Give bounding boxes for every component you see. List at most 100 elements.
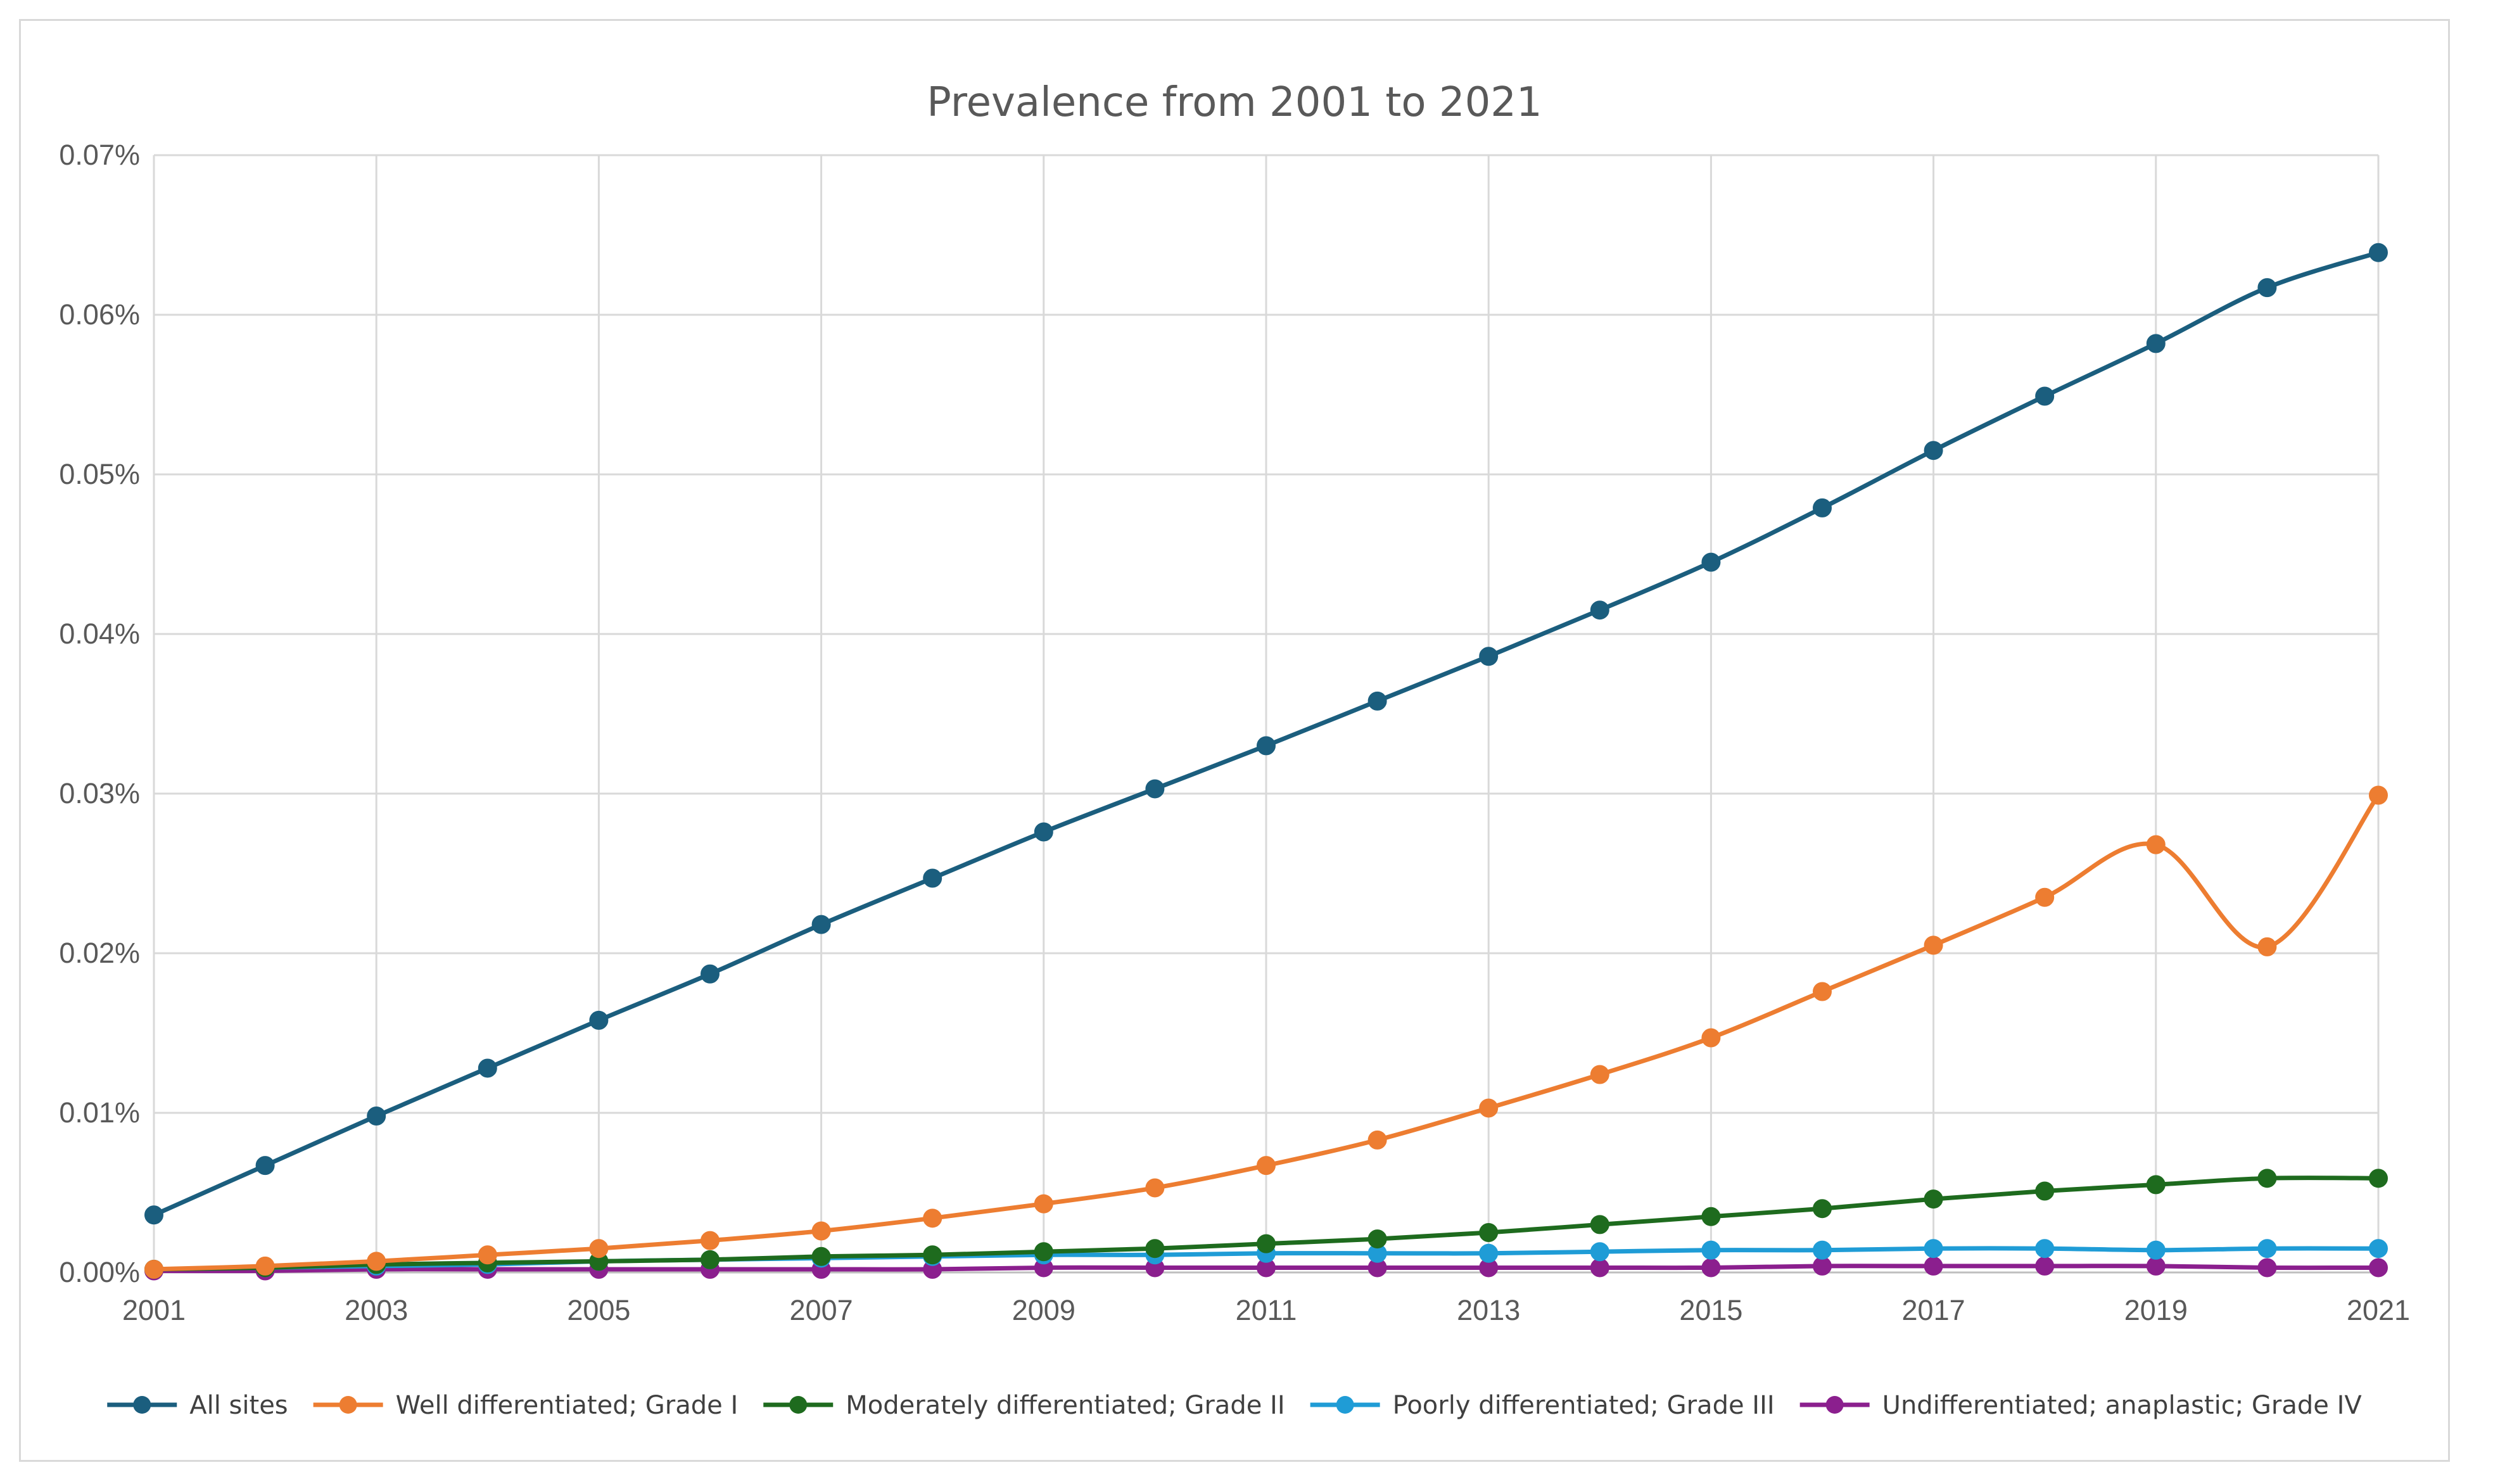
data-point: [2369, 1169, 2388, 1188]
x-tick-label: 2007: [790, 1294, 853, 1326]
data-point: [589, 1010, 609, 1030]
data-point: [2146, 835, 2166, 854]
data-point: [701, 1231, 720, 1250]
data-point: [1701, 1240, 1721, 1260]
data-point: [1367, 1229, 1387, 1249]
data-point: [923, 1208, 942, 1228]
data-point: [1701, 552, 1721, 572]
data-point: [144, 1205, 163, 1225]
data-point: [1479, 1243, 1499, 1263]
data-point: [2369, 785, 2388, 805]
data-point: [2257, 1239, 2277, 1259]
data-point: [2257, 278, 2277, 298]
x-tick-label: 2009: [1012, 1294, 1075, 1326]
data-point: [1590, 1215, 1609, 1234]
x-tick-label: 2003: [345, 1294, 408, 1326]
data-point: [1590, 1258, 1609, 1278]
data-point: [255, 1256, 275, 1276]
data-point: [1367, 691, 1387, 711]
data-point: [1701, 1207, 1721, 1226]
chart-svg: Prevalence from 2001 to 2021 0.00% 0.01% 0…: [59, 79, 2410, 1420]
data-point: [1701, 1028, 1721, 1048]
data-point: [1479, 1223, 1499, 1242]
data-point: [1701, 1258, 1721, 1278]
x-tick-label: 2001: [122, 1294, 186, 1326]
legend-label: All sites: [189, 1391, 288, 1420]
data-point: [1813, 1240, 1832, 1260]
grid-layer: [153, 154, 2380, 1274]
x-tick-label: 2019: [2124, 1294, 2188, 1326]
data-point: [1924, 1189, 1943, 1209]
data-point: [1924, 1239, 1943, 1259]
y-tick-label: 0.04%: [59, 618, 140, 650]
data-point: [2257, 937, 2277, 956]
legend-marker: [1336, 1396, 1354, 1414]
data-point: [811, 1221, 831, 1241]
data-point: [1257, 1156, 1276, 1176]
legend-marker: [133, 1396, 151, 1414]
data-point: [1813, 498, 1832, 517]
chart-title: Prevalence from 2001 to 2021: [927, 79, 1542, 126]
x-tick-label: 2017: [1902, 1294, 1965, 1326]
x-tick-label: 2015: [1679, 1294, 1742, 1326]
y-tick-label: 0.02%: [59, 937, 140, 969]
data-point: [144, 1259, 163, 1279]
data-point: [255, 1156, 275, 1176]
x-tick-label: 2021: [2347, 1294, 2410, 1326]
data-point: [1479, 647, 1499, 666]
data-point: [2035, 1256, 2055, 1276]
data-point: [1924, 441, 1943, 460]
data-point: [2035, 887, 2055, 907]
data-point: [1145, 1239, 1165, 1259]
data-point: [1813, 982, 1832, 1001]
y-tick-label: 0.06%: [59, 298, 140, 331]
data-point: [2146, 334, 2166, 353]
data-point: [701, 1250, 720, 1269]
data-point: [2035, 386, 2055, 406]
data-point: [1145, 1178, 1165, 1198]
data-point: [923, 868, 942, 888]
chart-frame: Prevalence from 2001 to 2021 0.00% 0.01% 0…: [19, 19, 2450, 1462]
data-point: [811, 915, 831, 934]
data-point: [367, 1107, 386, 1126]
data-point: [1034, 1242, 1053, 1262]
legend-marker: [789, 1396, 808, 1414]
y-tick-label: 0.00%: [59, 1256, 140, 1288]
series-layer: [144, 243, 2388, 1281]
data-point: [1367, 1130, 1387, 1150]
data-point: [1924, 1256, 1943, 1276]
x-tick-label: 2013: [1457, 1294, 1520, 1326]
data-point: [2035, 1239, 2055, 1259]
data-point: [589, 1239, 609, 1259]
data-point: [1590, 1242, 1609, 1262]
y-tick-label: 0.01%: [59, 1096, 140, 1129]
legend-layer: All sites Well differentiated; Grade I Mod…: [107, 1391, 2362, 1420]
data-point: [1479, 1098, 1499, 1118]
legend-label: Poorly differentiated; Grade III: [1393, 1391, 1775, 1420]
x-tick-label: 2011: [1236, 1294, 1297, 1326]
data-point: [1590, 600, 1609, 620]
data-point: [2035, 1181, 2055, 1201]
data-point: [1813, 1256, 1832, 1276]
data-point: [478, 1245, 497, 1265]
legend-label: Well differentiated; Grade I: [396, 1391, 739, 1420]
data-point: [2257, 1169, 2277, 1188]
legend-label: Undifferentiated; anaplastic; Grade IV: [1882, 1391, 2363, 1420]
data-point: [1257, 736, 1276, 756]
y-tick-label: 0.03%: [59, 777, 140, 809]
series-line: [151, 793, 2381, 1272]
legend-marker: [1825, 1396, 1844, 1414]
data-point: [923, 1245, 942, 1265]
data-point: [811, 1246, 831, 1266]
y-tick-label: 0.07%: [59, 139, 140, 171]
data-point: [478, 1058, 497, 1078]
data-point: [2369, 243, 2388, 262]
data-point: [2146, 1240, 2166, 1260]
data-point: [701, 964, 720, 984]
data-point: [1034, 822, 1053, 842]
axis-label-layer: 0.00% 0.01% 0.02% 0.03% 0.04% 0.05% 0.06% 0.07%…: [59, 139, 2410, 1326]
data-point: [2369, 1239, 2388, 1259]
data-point: [1813, 1199, 1832, 1219]
data-point: [2146, 1175, 2166, 1195]
data-point: [2146, 1256, 2166, 1276]
